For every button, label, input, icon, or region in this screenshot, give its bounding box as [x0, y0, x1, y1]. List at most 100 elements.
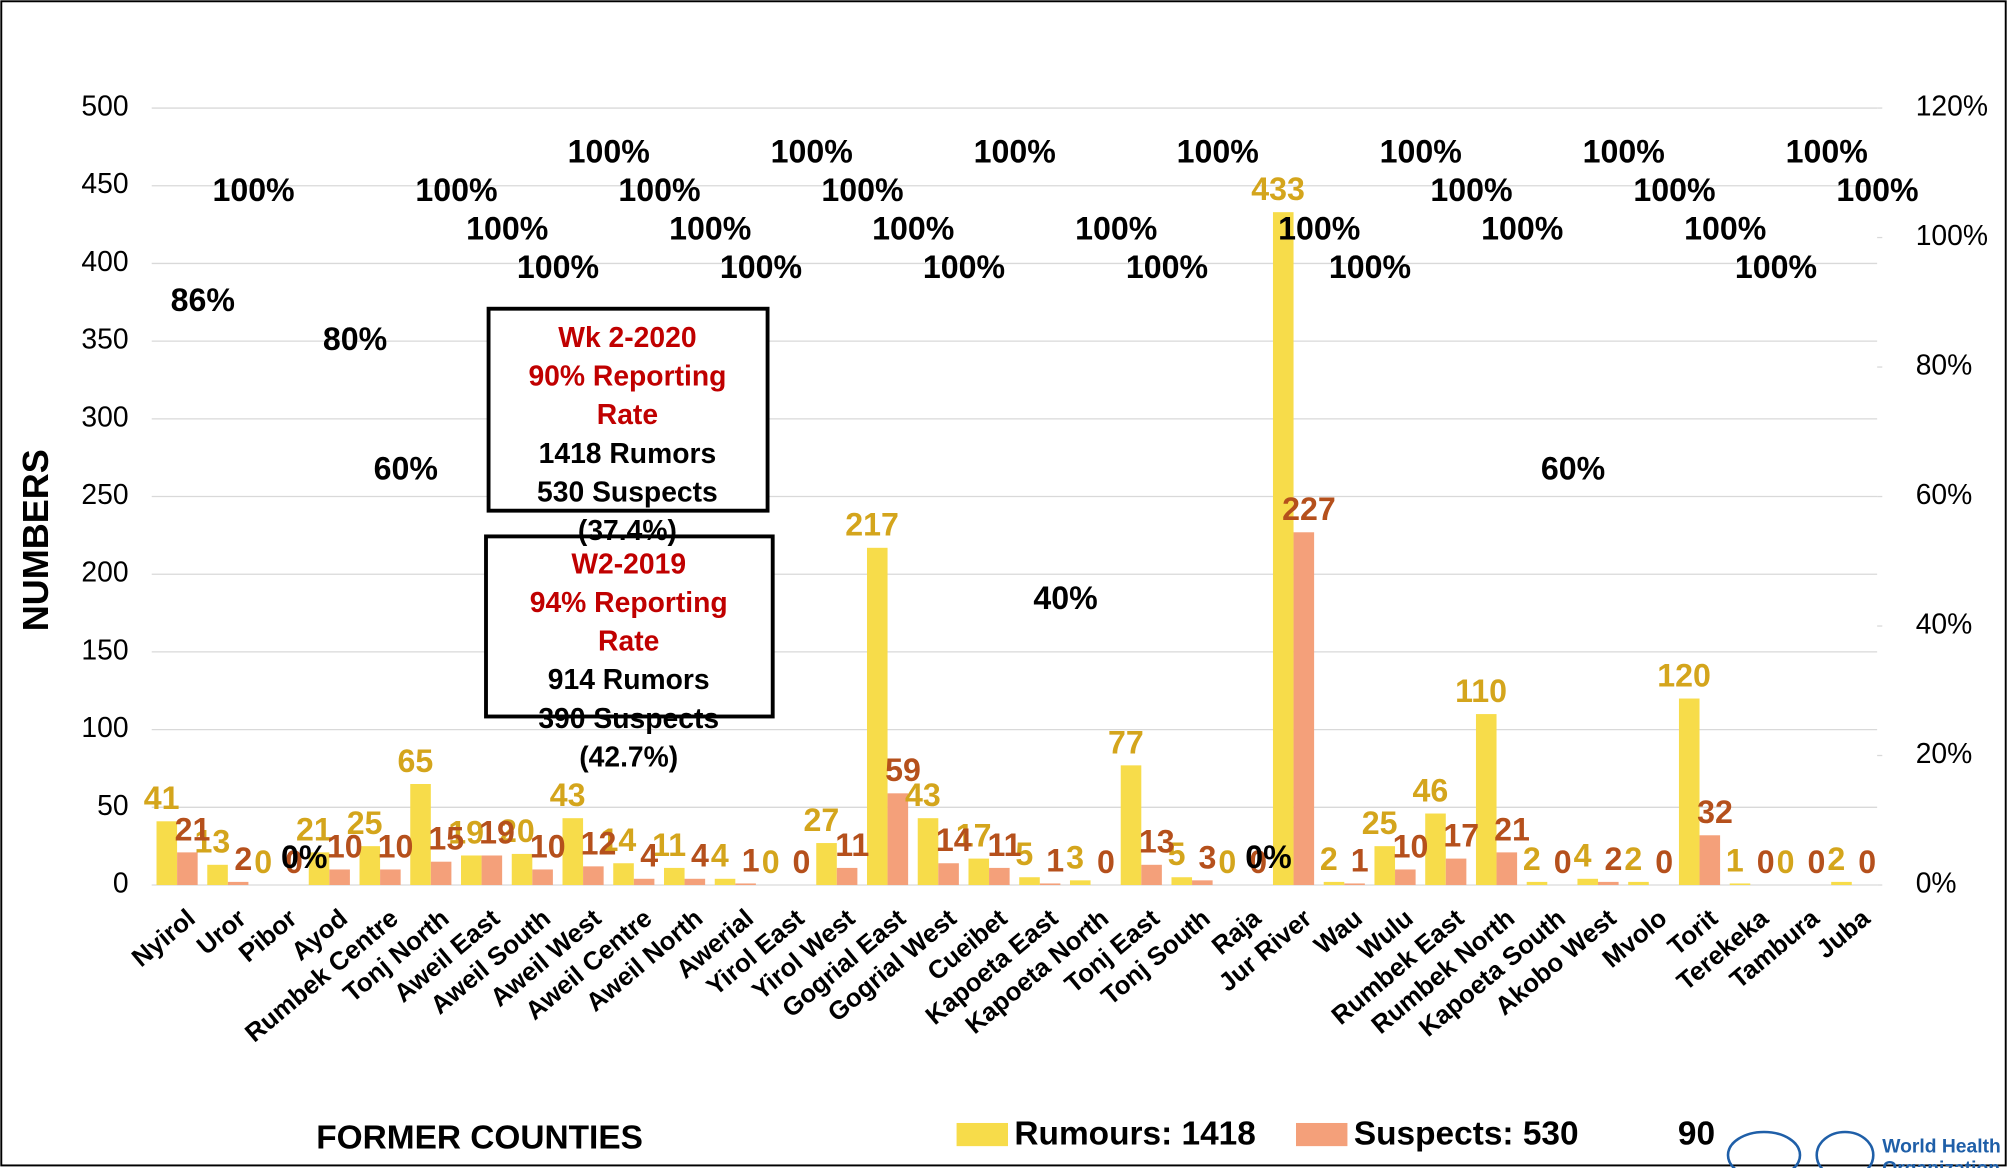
y2-tick-label: 20% [1916, 737, 1973, 769]
bar [1699, 835, 1721, 886]
annotation-text: (42.7%) [579, 740, 678, 772]
data-label: 20 [499, 813, 535, 849]
data-label: 0 [793, 844, 811, 880]
annotation-text: 390 Suspects [538, 702, 719, 734]
percent-label: 100% [872, 211, 954, 247]
percent-label: 100% [923, 249, 1005, 285]
y-tick-label: 200 [81, 556, 128, 588]
bar [207, 864, 228, 886]
grid: 0501001502002503003504004505000%20%40%60… [81, 90, 1988, 899]
legend: Rumours: 1418 Suspects: 530 90 [956, 1116, 1715, 1153]
bar [1192, 880, 1213, 886]
data-label: 0 [1554, 844, 1572, 880]
bar [989, 867, 1010, 886]
data-label: 25 [1362, 805, 1398, 841]
annotation-text: Rate [598, 625, 659, 657]
data-label: 11 [652, 827, 686, 863]
data-label: 0 [254, 844, 272, 880]
annotation-text: W2-2019 [571, 547, 686, 579]
percent-label: 100% [415, 172, 497, 208]
percent-label: 100% [1126, 249, 1208, 285]
percent-label: 80% [323, 321, 387, 357]
bars [156, 212, 1852, 886]
data-label: 2 [1320, 841, 1338, 877]
percent-label: 100% [771, 133, 853, 169]
bar [359, 846, 381, 886]
bar [308, 852, 330, 886]
y2-tick-label: 60% [1916, 478, 1973, 510]
data-label: 59 [885, 752, 921, 788]
annotation-text: 914 Rumors [548, 663, 710, 695]
data-label: 3 [1066, 839, 1084, 875]
data-label: 13 [195, 824, 231, 860]
data-label: 4 [1574, 838, 1592, 874]
annotation-text: 1418 Rumors [539, 437, 717, 469]
percent-label: 100% [1430, 172, 1512, 208]
data-label: 19 [448, 814, 484, 850]
data-label: 17 [1443, 818, 1479, 854]
data-label: 217 [845, 507, 899, 543]
bar [1598, 881, 1619, 886]
bar [1323, 881, 1345, 886]
percent-label: 100% [1836, 172, 1918, 208]
bar [481, 855, 503, 886]
percent-label: 100% [1481, 211, 1563, 247]
bar [1120, 765, 1142, 886]
data-label: 14 [601, 822, 637, 858]
data-label: 19 [479, 814, 515, 850]
data-label: 2 [1624, 841, 1642, 877]
bar [511, 853, 533, 886]
data-label: 43 [550, 777, 586, 813]
x-tick-label: Nyirol [127, 904, 201, 972]
bar [816, 843, 837, 886]
data-label: 2 [1827, 841, 1845, 877]
bar [1069, 880, 1091, 886]
bar [735, 883, 756, 886]
bar [227, 881, 249, 886]
data-label: 0 [1858, 844, 1876, 880]
bar [1293, 532, 1315, 886]
data-label: 227 [1282, 491, 1336, 527]
data-label: 0 [285, 844, 303, 880]
y2-tick-label: 120% [1916, 90, 1988, 122]
data-label: 12 [581, 825, 617, 861]
data-label: 0 [1249, 844, 1267, 880]
percent-label: 100% [1583, 133, 1665, 169]
data-label: 43 [905, 777, 941, 813]
bar [1344, 883, 1365, 886]
data-label: 0 [1777, 844, 1795, 880]
percent-label: 100% [974, 133, 1056, 169]
logo-text: Organization [1882, 1158, 2000, 1168]
bar [1831, 881, 1852, 886]
data-label: 2 [1605, 841, 1623, 877]
bar [1729, 883, 1751, 886]
data-label: 1 [742, 842, 760, 878]
data-label: 4 [640, 838, 658, 874]
data-label: 17 [956, 818, 992, 854]
data-label: 1 [1726, 842, 1744, 878]
bar [1374, 846, 1396, 886]
bar [583, 866, 604, 886]
percent-label: 100% [1278, 211, 1360, 247]
bar [410, 784, 431, 886]
bar [1445, 858, 1467, 886]
data-label: 13 [1139, 824, 1175, 860]
percent-label: 100% [720, 249, 802, 285]
data-label: 1 [1046, 842, 1064, 878]
data-label: 10 [530, 828, 566, 864]
y-tick-label: 500 [81, 90, 128, 122]
bar [1577, 878, 1599, 886]
percent-label: 100% [212, 172, 294, 208]
bar [1496, 852, 1518, 886]
y-tick-label: 300 [81, 400, 128, 432]
percent-label: 60% [1541, 450, 1605, 486]
percent-label: 100% [1329, 249, 1411, 285]
bar [866, 547, 888, 886]
data-label: 21 [296, 811, 332, 847]
y-tick-label: 350 [81, 323, 128, 355]
data-label: 27 [804, 802, 840, 838]
percent-label: 100% [618, 172, 700, 208]
bar [1395, 869, 1416, 886]
bar [836, 867, 858, 886]
